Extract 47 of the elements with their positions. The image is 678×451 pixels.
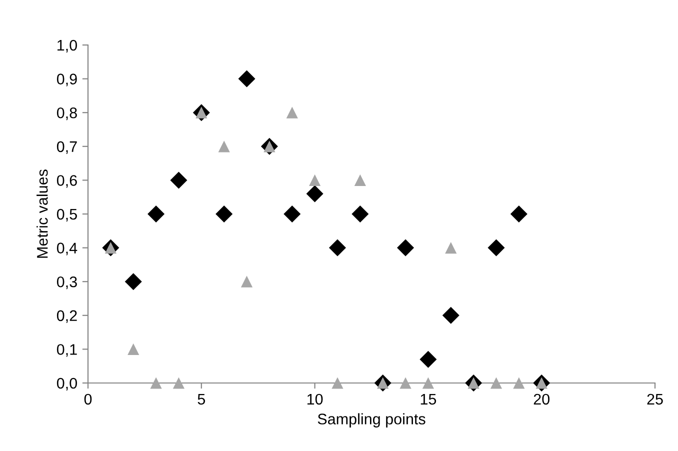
x-tick-label: 10 <box>307 394 323 405</box>
y-tick-label: 0,9 <box>56 74 77 86</box>
point <box>328 239 346 256</box>
x-axis-title: Sampling points <box>318 413 426 428</box>
point <box>445 242 457 254</box>
point <box>422 377 434 389</box>
point <box>284 205 301 223</box>
point <box>124 273 142 290</box>
point <box>216 205 233 223</box>
x-tick-label: 20 <box>534 394 550 405</box>
point <box>306 185 324 202</box>
y-tick-label: 0,7 <box>56 141 77 154</box>
x-tick-label: 0 <box>84 394 92 405</box>
point <box>354 174 366 186</box>
y-tick-label: 0,2 <box>56 310 77 323</box>
point <box>513 377 525 389</box>
point <box>352 205 369 223</box>
x-tick-label: 25 <box>647 394 663 405</box>
point <box>240 276 253 288</box>
point <box>397 239 414 256</box>
point <box>150 377 162 389</box>
point <box>510 205 528 223</box>
y-tick-label: 0,8 <box>56 107 77 120</box>
y-axis-title: Metric values <box>36 170 48 258</box>
point <box>442 306 460 324</box>
y-tick-label: 0,5 <box>56 208 77 222</box>
point <box>128 343 140 356</box>
point <box>238 70 256 88</box>
y-tick-label: 0,1 <box>56 344 77 357</box>
point <box>286 106 298 118</box>
point <box>420 350 437 368</box>
y-tick-label: 0,6 <box>56 175 77 188</box>
y-tick-label: 0,3 <box>56 276 77 290</box>
y-tick-label: 1,0 <box>58 40 77 52</box>
point <box>488 239 505 256</box>
x-tick-label: 15 <box>420 394 436 405</box>
y-tick-label: 0,4 <box>56 242 78 256</box>
point <box>308 174 321 186</box>
point <box>148 205 165 223</box>
point <box>490 377 502 389</box>
point <box>218 140 230 152</box>
point <box>172 377 185 389</box>
point <box>332 377 344 389</box>
point <box>170 172 188 189</box>
point <box>400 377 412 389</box>
y-tick-label: 0,0 <box>56 378 77 390</box>
x-tick-label: 5 <box>198 394 206 405</box>
